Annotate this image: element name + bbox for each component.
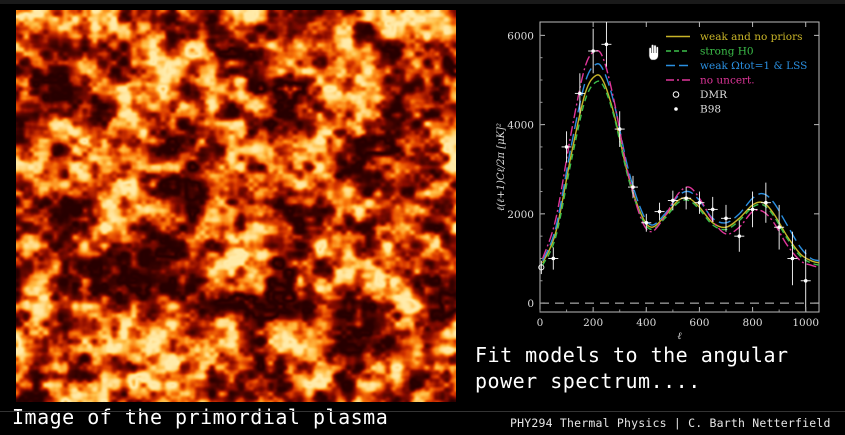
x-tick-label: 800 <box>743 317 763 329</box>
b98-point <box>591 49 595 53</box>
right-caption-line-1: Fit models to the angular <box>475 343 789 367</box>
y-axis-label: ℓ(ℓ+1)Cℓ/2π [μK]² <box>496 123 507 211</box>
series-line <box>542 74 820 264</box>
left-caption: Image of the primordial plasma <box>12 405 389 429</box>
legend-label: B98 <box>700 104 721 116</box>
b98-point <box>750 207 755 212</box>
y-tick-label: 6000 <box>507 30 534 42</box>
b98-point <box>644 220 649 225</box>
chart-ticks: 0 200 400 600 800 1000 0 2000 4000 6000 <box>507 22 819 329</box>
b98-point <box>710 207 715 212</box>
power-spectrum-chart: 0 200 400 600 800 1000 0 2000 4000 6000 weak and … <box>474 10 834 340</box>
b98-point <box>671 198 675 203</box>
legend-label: no uncert. <box>700 75 755 87</box>
hand-cursor-icon <box>648 44 659 61</box>
b98-point <box>724 216 728 221</box>
legend-label: weak and no priors <box>700 31 803 43</box>
chart-curves <box>541 50 820 269</box>
b98-point <box>631 185 635 189</box>
b98-point <box>564 145 569 149</box>
b98-point <box>617 127 622 131</box>
dmr-point <box>538 264 545 271</box>
chart-svg: 0 200 400 600 800 1000 0 2000 4000 6000 weak and … <box>496 21 820 340</box>
footer-course-credit: PHY294 Thermal Physics | C. Barth Netter… <box>510 416 831 430</box>
b98-point <box>551 256 556 261</box>
right-caption: Fit models to the angular power spectrum… <box>475 342 835 394</box>
b98-point <box>684 196 688 201</box>
legend-label: weak Ωtot=1 & LSS <box>700 60 807 72</box>
chart-legend: weak and no priors strong H0 weak Ωtot=1 &… <box>666 31 807 116</box>
series-line <box>542 80 820 266</box>
b98-point <box>737 234 742 238</box>
b98-point <box>657 209 662 214</box>
x-tick-label: 0 <box>537 317 544 329</box>
x-tick-label: 1000 <box>792 317 819 329</box>
top-edge-bar <box>0 0 845 4</box>
legend-label: strong H0 <box>700 46 754 58</box>
b98-point <box>697 200 702 205</box>
b98-point <box>803 278 808 283</box>
chart-points <box>538 22 811 312</box>
x-tick-label: 600 <box>689 317 709 329</box>
b98-point <box>604 42 609 47</box>
cmb-temperature-map-image <box>16 10 456 402</box>
series-line <box>542 63 820 262</box>
series-line <box>541 50 820 269</box>
b98-point <box>578 91 582 96</box>
b98-point <box>777 225 781 230</box>
y-tick-label: 4000 <box>507 120 534 132</box>
x-tick-label: 200 <box>583 317 603 329</box>
x-tick-label: 400 <box>636 317 656 329</box>
x-axis-label: ℓ <box>677 331 681 340</box>
legend-swatch <box>672 91 680 98</box>
b98-point <box>764 200 768 205</box>
footer-divider <box>0 411 845 412</box>
legend-swatch <box>674 107 678 111</box>
plot-frame <box>539 21 820 313</box>
right-caption-line-2: power spectrum.... <box>475 369 701 393</box>
b98-point <box>790 256 795 261</box>
legend-label: DMR <box>700 89 728 101</box>
y-tick-label: 0 <box>527 298 534 310</box>
chart-axes <box>539 21 820 313</box>
y-tick-label: 2000 <box>507 209 534 221</box>
